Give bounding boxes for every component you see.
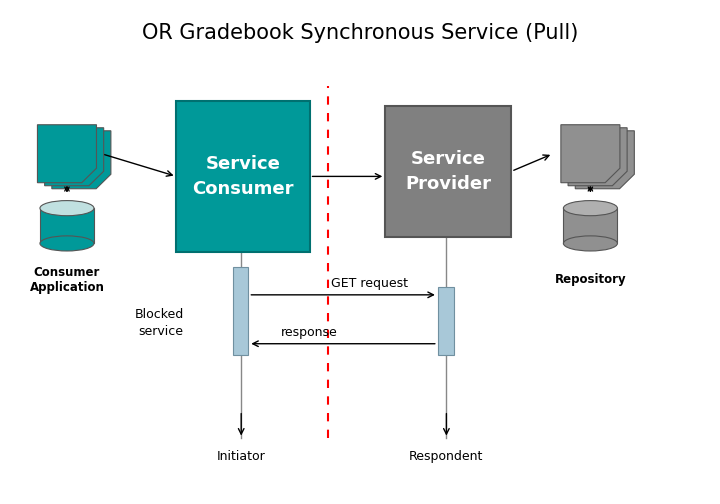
Polygon shape <box>45 128 104 186</box>
Text: Initiator: Initiator <box>217 450 266 463</box>
Polygon shape <box>568 128 627 186</box>
Text: GET request: GET request <box>331 277 408 290</box>
Text: Consumer
Application: Consumer Application <box>30 266 104 294</box>
Ellipse shape <box>563 236 618 251</box>
Text: OR Gradebook Synchronous Service (Pull): OR Gradebook Synchronous Service (Pull) <box>142 23 578 43</box>
FancyBboxPatch shape <box>176 101 310 252</box>
FancyBboxPatch shape <box>233 267 248 355</box>
Polygon shape <box>37 125 96 183</box>
Text: Respondent: Respondent <box>409 450 484 463</box>
Text: Blocked
service: Blocked service <box>135 307 184 338</box>
Bar <box>563 208 618 243</box>
Ellipse shape <box>563 201 618 216</box>
Ellipse shape <box>40 201 94 216</box>
Polygon shape <box>52 131 111 189</box>
Ellipse shape <box>40 236 94 251</box>
Text: Service
Provider: Service Provider <box>405 150 491 193</box>
Text: response: response <box>282 326 338 339</box>
Text: Repository: Repository <box>554 273 626 286</box>
Polygon shape <box>561 125 620 183</box>
FancyBboxPatch shape <box>385 106 511 237</box>
Polygon shape <box>575 131 634 189</box>
Bar <box>40 208 94 243</box>
Text: Service
Consumer: Service Consumer <box>192 155 294 198</box>
FancyBboxPatch shape <box>438 287 454 355</box>
